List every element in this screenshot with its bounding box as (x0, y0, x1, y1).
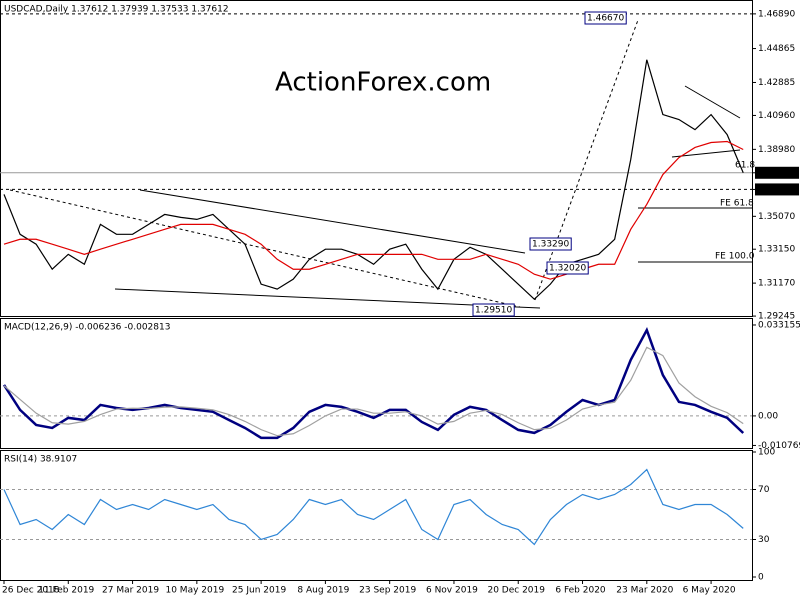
price-box (755, 166, 799, 179)
macd-panel (0, 318, 753, 449)
annotation: 1.29510 (475, 306, 512, 316)
y-tick-label: 1.40960 (758, 111, 795, 121)
x-tick-label: 20 Dec 2019 (487, 586, 545, 596)
x-tick-label: 6 Feb 2020 (555, 586, 606, 596)
price-panel (0, 0, 753, 317)
annotation-box (584, 11, 627, 25)
x-tick-label: 6 Nov 2019 (426, 586, 478, 596)
x-tick-label: 8 Aug 2019 (297, 586, 349, 596)
series-line (3, 140, 744, 280)
y-tick-label: 1.37612 (758, 168, 795, 178)
x-tick-label: 26 Dec 2018 (2, 586, 60, 596)
y-tick-label: 0 (758, 573, 764, 583)
annotation: 1.46670 (587, 14, 624, 24)
trend-line (139, 189, 526, 254)
x-tick-label: 10 May 2019 (165, 586, 224, 596)
y-tick-label: 1.29245 (758, 312, 795, 322)
panel-title: RSI(14) 38.9107 (4, 455, 77, 465)
annotation: FE 61.8 (720, 199, 754, 209)
y-tick-label: -0.010769 (758, 441, 800, 451)
x-tick-label: 27 Mar 2019 (102, 586, 159, 596)
y-tick-label: 1.33150 (758, 245, 795, 255)
y-tick-label: 70 (758, 485, 770, 495)
annotation-box (472, 303, 515, 317)
annotation: 1.33290 (532, 240, 569, 250)
trend-line (671, 149, 741, 158)
y-tick-label: 1.46890 (758, 9, 795, 19)
y-tick-label: 100 (758, 448, 775, 458)
annotation: 1.32020 (549, 264, 586, 274)
chart-title: USDCAD,Daily 1.37612 1.37939 1.37533 1.3… (4, 5, 229, 15)
x-tick-label: 11 Feb 2019 (38, 586, 94, 596)
y-tick-label: 30 (758, 535, 770, 545)
y-tick-label: 0.033155 (758, 320, 800, 330)
y-tick-label: 1.44865 (758, 44, 795, 54)
y-tick-label: 1.31170 (758, 279, 795, 289)
annotation-box (529, 237, 572, 251)
series-line (3, 346, 744, 437)
annotation: 61.8 (735, 161, 755, 171)
panel-title: MACD(12,26,9) -0.006236 -0.002813 (4, 323, 170, 333)
x-tick-label: 6 May 2020 (683, 586, 736, 596)
y-tick-label: 1.35070 (758, 212, 795, 222)
series-line (2, 326, 745, 440)
y-tick-label: 0.00 (758, 411, 778, 421)
watermark: ActionForex.com (275, 68, 491, 98)
series-line (3, 468, 744, 546)
annotation: FE 100.0 (715, 252, 755, 262)
annotation-box (546, 261, 589, 275)
series-line (3, 59, 744, 301)
trend-line (534, 19, 639, 301)
y-tick-label: 1.36640 (758, 185, 795, 195)
y-tick-label: 1.38980 (758, 145, 795, 155)
x-tick-label: 23 Mar 2020 (616, 586, 673, 596)
price-box (755, 183, 799, 196)
trend-line (114, 288, 541, 309)
x-tick-label: 23 Sep 2019 (359, 586, 416, 596)
trend-line (684, 85, 741, 119)
y-tick-label: 1.42885 (758, 78, 795, 88)
x-tick-label: 25 Jun 2019 (232, 586, 286, 596)
